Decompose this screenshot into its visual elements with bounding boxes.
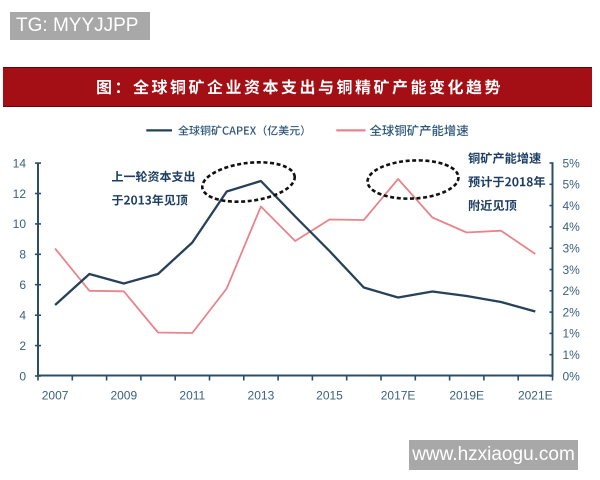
svg-text:3%: 3%	[563, 263, 581, 277]
svg-text:0: 0	[19, 369, 26, 383]
svg-text:14: 14	[13, 156, 27, 170]
svg-text:2011: 2011	[179, 388, 205, 402]
svg-text:3%: 3%	[563, 242, 581, 256]
svg-text:4%: 4%	[563, 220, 581, 234]
svg-text:2%: 2%	[563, 284, 581, 298]
svg-text:4%: 4%	[563, 199, 581, 213]
svg-text:5%: 5%	[563, 178, 581, 192]
svg-text:10: 10	[13, 217, 27, 231]
svg-text:6: 6	[19, 278, 26, 292]
svg-text:4: 4	[19, 309, 26, 323]
svg-text:2021E: 2021E	[518, 388, 553, 402]
svg-text:2009: 2009	[110, 388, 137, 402]
svg-text:5%: 5%	[563, 156, 581, 170]
svg-text:2015: 2015	[316, 388, 343, 402]
svg-text:12: 12	[13, 187, 27, 201]
svg-text:2019E: 2019E	[449, 388, 484, 402]
svg-text:2013: 2013	[248, 388, 275, 402]
svg-text:2017E: 2017E	[381, 388, 416, 402]
svg-text:8: 8	[19, 248, 26, 262]
svg-text:2%: 2%	[563, 305, 581, 319]
svg-text:1%: 1%	[563, 348, 581, 362]
svg-text:1%: 1%	[563, 327, 581, 341]
svg-text:2: 2	[19, 339, 26, 353]
svg-text:0%: 0%	[563, 369, 581, 383]
svg-text:2007: 2007	[42, 388, 69, 402]
